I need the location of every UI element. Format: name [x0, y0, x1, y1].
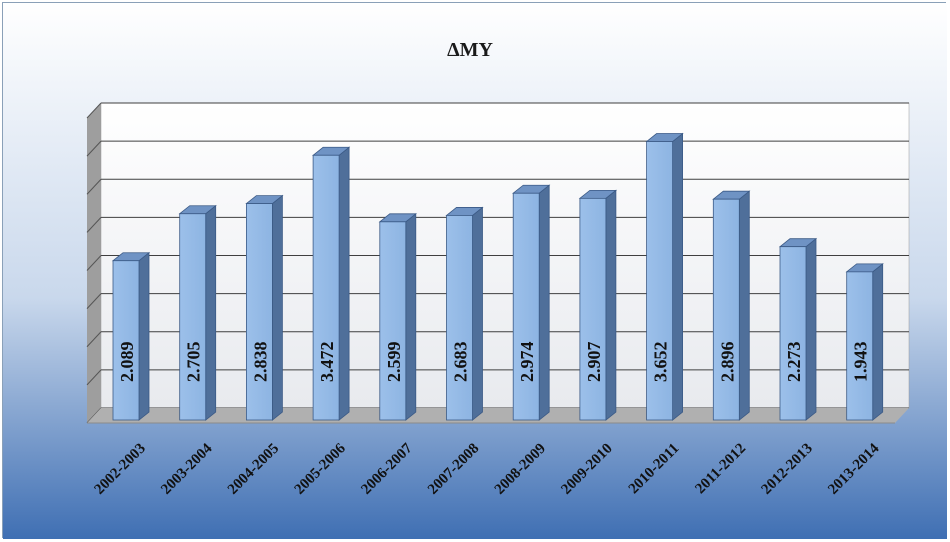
- bar: [311, 146, 351, 421]
- bar: [778, 237, 818, 421]
- bar-side: [338, 146, 350, 421]
- value-label: 2.896: [717, 342, 737, 383]
- side-gridline: [86, 255, 102, 271]
- side-gridline: [86, 102, 102, 119]
- bar: [845, 263, 884, 421]
- bar-side: [472, 206, 483, 421]
- bar-front: [779, 246, 807, 421]
- bar: [645, 132, 684, 421]
- bar: [378, 212, 417, 421]
- side-gridline: [86, 217, 102, 233]
- value-label: 3.472: [317, 342, 337, 383]
- bars: [111, 132, 884, 421]
- value-label: 3.652: [651, 342, 671, 383]
- bar-side: [405, 212, 417, 421]
- value-label: 2.838: [250, 342, 270, 383]
- side-gridline: [86, 369, 102, 386]
- value-label: 2.273: [784, 342, 804, 383]
- bar-front: [312, 154, 340, 421]
- bar-side: [672, 132, 683, 421]
- bar-front: [512, 192, 540, 421]
- value-label: 2.599: [384, 342, 404, 383]
- value-label: 2.683: [451, 342, 471, 383]
- side-gridline: [86, 140, 102, 157]
- bar: [111, 251, 151, 421]
- bar-side: [138, 251, 150, 421]
- bar-front: [179, 213, 207, 421]
- bar-front: [446, 215, 473, 421]
- bar-front: [646, 141, 673, 421]
- bar-side: [872, 263, 884, 421]
- bar: [245, 194, 284, 421]
- side-gridline: [86, 293, 102, 309]
- bar-front: [579, 197, 607, 421]
- bar-side: [738, 190, 750, 421]
- bar: [712, 190, 751, 421]
- bar-side: [805, 237, 817, 421]
- bar-front: [112, 260, 140, 421]
- bar-side: [605, 189, 617, 421]
- bar-front: [846, 271, 874, 421]
- bar-front: [245, 203, 273, 421]
- bar-side: [205, 204, 217, 421]
- bar-side: [538, 184, 550, 421]
- value-label: 2.705: [184, 342, 204, 383]
- value-label: 2.907: [584, 342, 604, 383]
- bar: [512, 184, 551, 421]
- side-gridline: [86, 178, 102, 195]
- bar-front: [712, 198, 740, 421]
- value-label: 2.974: [517, 342, 537, 383]
- chart-title: ΔΜΥ: [447, 39, 493, 61]
- bar-front: [379, 221, 407, 421]
- value-label: 1.943: [851, 342, 871, 383]
- bar: [445, 206, 484, 421]
- bar: [578, 189, 618, 421]
- side-gridline: [86, 331, 102, 348]
- floor: [87, 408, 909, 423]
- value-labels: 2.089 2.705 2.838 3.472 2.599 2.683 2.974 2.907…: [117, 342, 871, 383]
- value-label: 2.089: [117, 342, 137, 383]
- plot-area: [86, 102, 910, 424]
- bar: [178, 204, 217, 421]
- bar-chart: 2.089 2.705 2.838 3.472 2.599 2.683 2.974 2.907…: [3, 3, 947, 539]
- bar-side: [271, 194, 283, 421]
